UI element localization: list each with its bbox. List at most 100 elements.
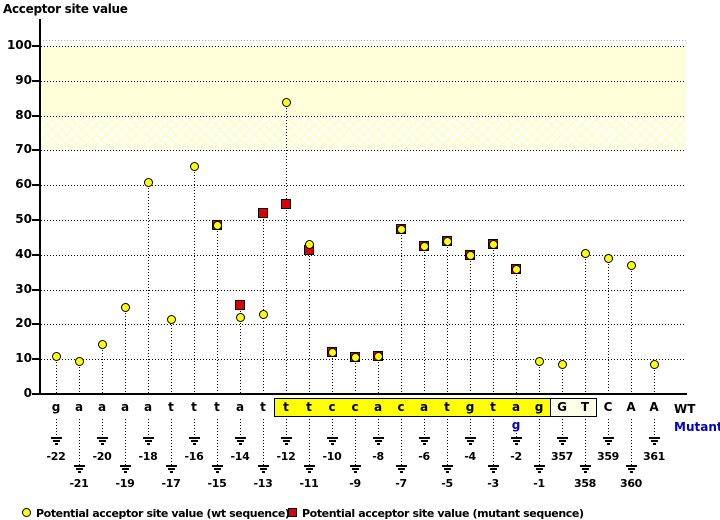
pos-stem--5 [447,419,448,465]
ground-icon--4 [467,440,474,442]
score-band-70-80 [41,115,686,151]
pos-label--10: -10 [322,450,342,463]
ground-icon--18 [147,443,150,445]
y-tick-label-50: 50 [15,212,32,226]
y-tick-60 [32,184,39,187]
stem--19 [125,307,126,393]
pos-stem--17 [171,419,172,465]
base-letter-360: A [626,400,636,414]
base-letter--10: c [328,400,336,414]
y-tick-70 [32,149,39,152]
y-axis-line [39,19,41,395]
pos-stem-360 [631,419,632,465]
ground-icon--4 [465,437,476,439]
stem--11 [309,244,310,393]
wt-marker--1 [535,356,544,366]
wt-marker--14 [236,313,245,323]
wt-marker--21 [75,356,84,366]
y-tick-100 [32,45,39,47]
ground-icon--6 [419,437,430,439]
ground-icon--17 [168,468,175,470]
base-letter--8: a [373,400,383,414]
stem--13 [263,213,264,393]
wt-marker--18 [144,177,153,187]
ground-icon--3 [492,471,495,473]
gridline-70 [41,150,686,152]
wt-marker--2 [512,264,521,274]
ground-icon--8 [375,440,382,442]
gridline-80 [41,115,686,117]
mutant-legend-label: Potential acceptor site value (mutant se… [302,507,584,520]
ground-icon--10 [329,440,336,442]
ground-icon-357 [561,443,564,445]
ground-icon--12 [285,443,288,445]
pos-label--8: -8 [372,450,384,463]
gridline-90 [41,80,686,82]
ground-icon--16 [191,440,198,442]
ground-icon--20 [99,440,106,442]
ground-icon--21 [78,471,81,473]
base-letter--20: a [97,400,107,414]
wt-marker-360 [627,261,636,271]
wt-marker-357 [558,360,567,370]
pos-stem--8 [378,419,379,437]
base-letter--3: t [490,400,496,414]
ground-icon--21 [76,468,83,470]
base-letter-358: T [580,400,590,414]
ground-icon--17 [170,471,173,473]
pos-label--2: -2 [510,450,522,463]
ground-icon--9 [352,468,359,470]
pos-label-359: 359 [596,450,620,463]
pos-stem--10 [332,419,333,437]
wt-marker--4 [466,250,475,260]
wt-marker--13 [259,309,268,319]
stem--22 [56,355,57,393]
y-tick-label-20: 20 [15,316,32,331]
ground-icon--20 [101,443,104,445]
base-letter--21: a [74,400,84,414]
stem--2 [516,268,517,393]
base-letter--11: t [306,400,312,414]
pos-stem--22 [56,419,57,437]
ground-icon--3 [490,468,497,470]
stem--20 [102,343,103,393]
ground-icon--15 [216,471,219,473]
y-tick-30 [32,288,39,291]
pos-label--21: -21 [69,477,89,490]
ground-icon--5 [446,471,449,473]
ground-icon--15 [214,468,221,470]
stem--5 [447,240,448,393]
ground-icon--20 [97,437,108,439]
ground-icon--14 [235,437,246,439]
pos-label-358: 358 [573,477,597,490]
wt-marker--16 [190,162,199,172]
pos-stem--1 [539,419,540,465]
ground-icon-359 [603,437,614,439]
pos-stem--14 [240,419,241,437]
base-letter--7: c [397,400,405,414]
stem--17 [171,319,172,393]
base-letter--9: c [351,400,359,414]
ground-icon--1 [536,468,543,470]
ground-icon--11 [306,468,313,470]
pos-label--6: -6 [418,450,430,463]
gridline-60 [41,185,686,187]
ground-icon--11 [304,465,315,467]
ground-icon--7 [398,468,405,470]
ground-icon-358 [584,471,587,473]
ground-icon--18 [143,437,154,439]
base-letter-357: G [557,400,567,414]
pos-label--17: -17 [161,477,181,490]
ground-icon--2 [511,437,522,439]
mutant-marker--13 [258,208,268,219]
ground-icon--18 [145,440,152,442]
pos-label--11: -11 [299,477,319,490]
ground-icon--12 [283,440,290,442]
pos-stem--12 [286,419,287,437]
stem--6 [424,246,425,393]
y-tick-label-10: 10 [15,351,32,366]
base-letter--5: t [444,400,450,414]
y-tick-20 [32,323,39,326]
wt-marker--9 [351,353,360,363]
